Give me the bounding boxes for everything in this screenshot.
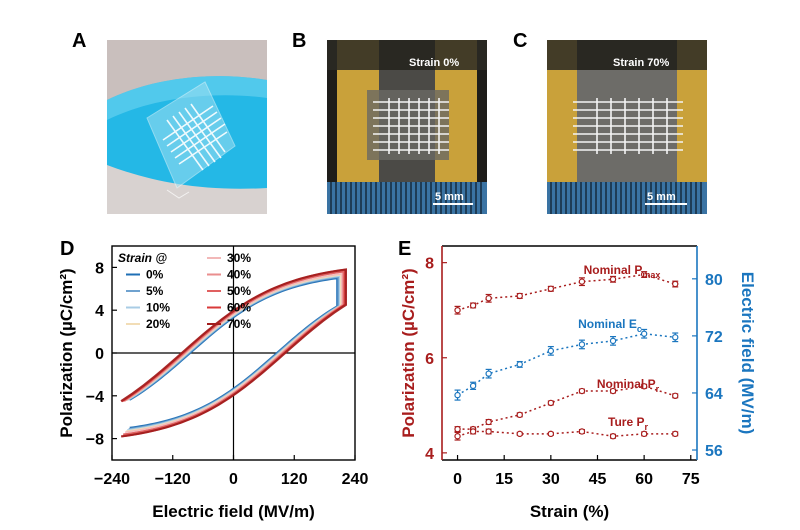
data-point	[547, 430, 555, 438]
data-point	[469, 428, 477, 435]
legend-title: Strain @	[118, 251, 167, 265]
y-tick-label: 4	[425, 446, 434, 463]
data-point	[485, 370, 492, 377]
x-tick-label: 120	[281, 471, 308, 488]
y-tick-label: 8	[425, 256, 434, 273]
legend-label: 10%	[146, 301, 170, 315]
photo-strain-0: Strain 0% 5 mm	[327, 40, 487, 214]
series-line	[457, 385, 676, 430]
y2-tick-label: 80	[705, 272, 723, 289]
x-tick-label: 45	[589, 471, 607, 488]
data-point	[516, 411, 523, 419]
data-point	[609, 387, 617, 395]
y-axis-label: Polarization (µC/cm²)	[57, 268, 76, 437]
panel-label-e: E	[398, 238, 412, 260]
series-line	[457, 430, 676, 437]
panel-label-a: A	[72, 30, 87, 52]
data-point	[547, 399, 555, 407]
data-point	[454, 391, 461, 399]
photo-device-on-arm	[107, 40, 267, 214]
x-tick-label: 60	[635, 471, 653, 488]
legend-label: 20%	[146, 317, 170, 331]
data-point	[609, 433, 617, 440]
x-tick-label: 0	[229, 471, 238, 488]
y-tick-label: −8	[86, 432, 104, 449]
data-point	[516, 292, 523, 300]
data-point	[454, 306, 461, 314]
y2-tick-label: 56	[705, 443, 723, 460]
data-point	[578, 428, 586, 435]
y2-axis-label: Electric field (MV/m)	[738, 272, 757, 434]
scale-label-c: 5 mm	[647, 191, 676, 203]
data-point	[578, 341, 586, 348]
legend-label: 50%	[227, 284, 251, 298]
chart-d-hysteresis: −240 −120 0 120 240 −8 −4 0 4 8 Electric field (MV…	[57, 245, 369, 521]
data-point	[485, 418, 492, 426]
legend-label: 0%	[146, 268, 164, 282]
data-point	[485, 428, 492, 435]
data-point	[578, 278, 586, 285]
y-axis-label: Polarization (µC/cm²)	[400, 268, 418, 437]
y-tick-label: 8	[95, 260, 104, 277]
data-point	[672, 430, 679, 438]
data-point	[672, 334, 679, 341]
data-point	[547, 285, 555, 293]
data-point	[672, 392, 679, 399]
legend-label: 30%	[227, 251, 251, 265]
legend-label: 5%	[146, 284, 164, 298]
chart-e-strain-dependence: 0 15 30 45 60 75 4 6 8 56 64 72 80 Strain (%) Polariza…	[400, 245, 757, 521]
data-point	[640, 330, 648, 337]
y2-tick-label: 64	[705, 386, 723, 403]
x-tick-label: −120	[155, 471, 191, 488]
x-axis-label: Strain (%)	[530, 502, 609, 521]
legend-label: 40%	[227, 268, 251, 282]
data-point	[485, 295, 492, 302]
data-point	[469, 302, 477, 309]
panel-label-d: D	[60, 238, 75, 260]
series-label: Ture Pr	[608, 415, 648, 432]
x-tick-label: 15	[495, 471, 513, 488]
series-label: Nominal Pmax	[584, 263, 661, 280]
y-tick-label: 4	[95, 303, 104, 320]
y-tick-label: −4	[86, 389, 104, 406]
data-point	[609, 276, 617, 283]
strain-label-c: Strain 70%	[613, 57, 669, 69]
hysteresis-loop-70pct	[120, 268, 347, 438]
x-tick-label: 240	[342, 471, 369, 488]
series-label: Nominal Pr	[597, 377, 660, 394]
panel-label-b: B	[292, 30, 307, 52]
x-axis-label: Electric field (MV/m)	[152, 502, 314, 521]
data-point	[578, 387, 586, 395]
data-point	[516, 361, 523, 368]
data-point	[672, 280, 679, 288]
x-tick-label: 75	[682, 471, 700, 488]
data-point	[454, 425, 461, 433]
photo-strain-70: Strain 70% 5 mm	[547, 40, 707, 214]
data-point	[516, 430, 523, 438]
data-point	[640, 271, 648, 278]
panel-label-c: C	[513, 30, 528, 52]
data-point	[640, 430, 648, 438]
data-point	[469, 382, 477, 390]
y-tick-label: 6	[425, 351, 434, 368]
x-tick-label: 0	[453, 471, 462, 488]
data-point	[454, 433, 461, 440]
data-point	[609, 337, 617, 345]
legend-label: 70%	[227, 317, 251, 331]
strain-label-b: Strain 0%	[409, 57, 459, 69]
data-point	[547, 347, 555, 355]
legend-label: 60%	[227, 301, 251, 315]
y2-tick-label: 72	[705, 329, 723, 346]
series-label: Nominal Ec	[578, 317, 642, 334]
x-tick-label: −240	[94, 471, 130, 488]
x-tick-label: 30	[542, 471, 560, 488]
data-point	[640, 383, 648, 390]
y-tick-label: 0	[95, 346, 104, 363]
scale-label-b: 5 mm	[435, 191, 464, 203]
